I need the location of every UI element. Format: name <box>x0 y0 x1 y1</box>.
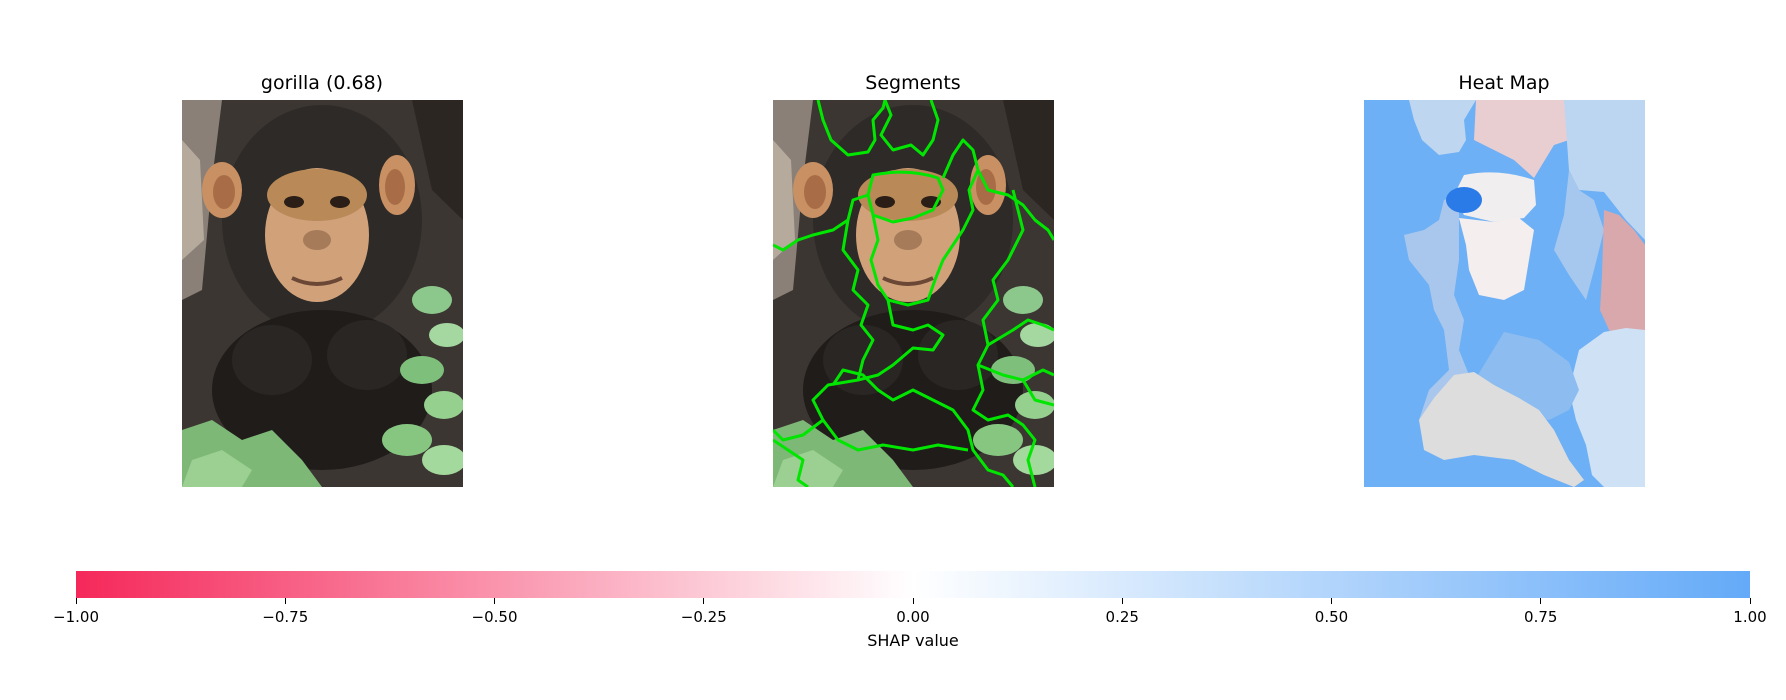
colorbar-tick <box>1749 598 1751 604</box>
panel-title-heatmap: Heat Map <box>1458 72 1550 94</box>
original-image-panel <box>182 100 463 487</box>
colorbar <box>76 571 1750 598</box>
panel-title-segments: Segments <box>865 72 961 94</box>
colorbar-tick-label: 1.00 <box>1733 608 1767 626</box>
colorbar-tick-label: −1.00 <box>53 608 99 626</box>
panel-title-original: gorilla (0.68) <box>260 72 384 94</box>
chimpanzee-image <box>182 100 463 487</box>
segments-panel <box>773 100 1054 487</box>
colorbar-tick <box>1331 598 1332 604</box>
colorbar-tick-label: −0.75 <box>262 608 309 626</box>
segments-image <box>773 100 1054 487</box>
colorbar-tick <box>912 598 914 604</box>
colorbar-tick <box>703 598 705 604</box>
colorbar-tick-label: 0.50 <box>1314 608 1349 626</box>
colorbar-tick-label: −0.25 <box>680 608 727 626</box>
colorbar-tick-label: 0.25 <box>1105 608 1139 626</box>
colorbar-tick <box>1540 598 1542 604</box>
colorbar-tick-label: 0.00 <box>896 608 930 626</box>
colorbar-tick-label: 0.75 <box>1524 608 1558 626</box>
colorbar-tick-label: −0.50 <box>471 608 518 626</box>
shap-heatmap <box>1364 100 1645 487</box>
colorbar-tick <box>75 598 77 604</box>
colorbar-tick <box>1121 598 1123 604</box>
segment-outlines <box>773 100 1054 487</box>
heatmap-panel <box>1364 100 1645 487</box>
colorbar-tick <box>494 598 495 604</box>
colorbar-label: SHAP value <box>867 631 959 650</box>
colorbar-tick <box>284 598 286 604</box>
